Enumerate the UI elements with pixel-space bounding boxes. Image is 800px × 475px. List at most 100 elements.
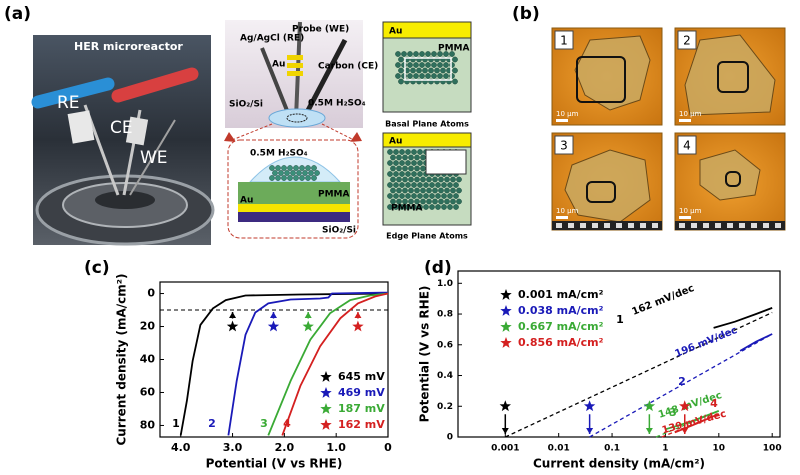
atom [401,51,407,57]
atom [390,154,396,161]
atom [420,176,426,183]
atom [444,187,450,194]
film-hole [739,223,745,228]
atom [405,149,411,155]
atom [425,51,431,57]
selection-box [725,171,741,187]
image-number: 4 [683,139,691,153]
legend-star [500,337,512,348]
legend-label: 645 mV [338,370,385,383]
atom [443,62,449,68]
atom [278,170,284,176]
setup-diagram: Ag/AgCl (RE) Probe (WE) Au Carbon (CE) S… [224,20,378,239]
atom [452,78,458,85]
arrow-head [645,428,653,434]
photo: HER microreactor RE CE WE [31,35,215,246]
x-tick-label: 4.0 [171,441,191,454]
atom [432,187,438,194]
atom [417,149,423,155]
atom [405,193,411,199]
atom [453,204,459,210]
atom [441,193,447,199]
atom [396,154,402,161]
atom [419,62,425,68]
atom [395,73,401,79]
caption: Basal Plane Atoms [385,120,469,129]
atom [414,198,420,205]
atom [269,175,275,181]
atom [456,198,462,205]
atom [296,170,302,176]
atom [417,160,423,166]
y-tick-label: 0.6 [437,340,453,350]
atom [441,204,447,210]
curve-label: 3 [260,417,268,430]
film-hole [616,223,622,228]
marker-star [352,320,364,332]
curve [739,333,773,352]
atom [435,193,441,199]
atom [396,198,402,205]
y-tick-label: 60 [140,385,156,398]
atom [395,51,401,57]
photo-label: CE [110,118,133,138]
atom [426,176,432,183]
atom [405,171,411,177]
curve [281,292,389,436]
atom [443,51,449,57]
atom [393,160,399,166]
atom [387,182,393,188]
y-tick-label: 0.8 [437,310,453,320]
panel-label: (d) [424,258,452,278]
legend-label: 0.856 mA/cm² [518,336,604,349]
atom [423,182,429,188]
atom [417,193,423,199]
curve-label: 1 [616,313,624,326]
legend-label: 0.001 mA/cm² [518,288,604,301]
atom [431,51,437,57]
atom [420,198,426,205]
atom [417,182,423,188]
selection-box [586,181,616,203]
image-number: 1 [560,34,568,48]
atom [432,176,438,183]
atom [275,175,281,181]
atom [398,78,404,85]
atom [447,204,453,210]
legend-label: 0.667 mA/cm² [518,320,604,333]
atom [401,73,407,79]
inset-label: SiO₂/Si [322,226,356,236]
atom [437,62,443,68]
y-tick-label: 0.2 [437,402,453,412]
legend-star [500,321,512,332]
atom [438,198,444,205]
atom [425,73,431,79]
curve-label: 2 [678,375,686,388]
atom [281,165,287,171]
flake [684,34,776,116]
film-hole [679,223,685,228]
atom [402,198,408,205]
atom [272,170,278,176]
atom [299,175,305,181]
atom [387,149,393,155]
legend-star [500,305,512,316]
atom [420,187,426,194]
inset-label: Au [240,196,253,206]
curve-label: 4 [283,417,291,430]
atom [387,171,393,177]
atom [387,204,393,210]
atom [311,175,317,181]
atom [447,193,453,199]
fit-line [505,311,773,438]
atom [431,62,437,68]
arrow-head [354,312,362,319]
atom [452,56,458,63]
atom [305,165,311,171]
atom [414,187,420,194]
atom [450,187,456,194]
atom [308,170,314,176]
flake [699,149,761,201]
legend-star [320,371,332,382]
